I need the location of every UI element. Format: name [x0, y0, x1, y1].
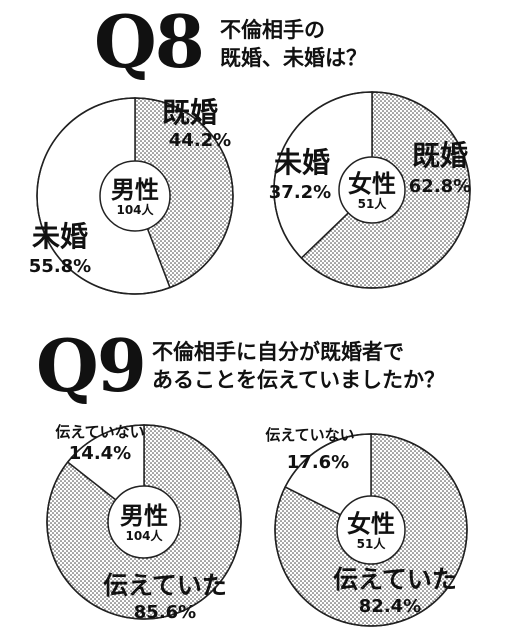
pie-outline — [274, 433, 468, 627]
pie-center-label: 男性 — [111, 176, 159, 204]
slice-percent-label: 37.2% — [269, 182, 331, 203]
pie-center-disc — [336, 495, 406, 565]
q8-question-line2: 既婚、未婚は？ — [220, 46, 367, 70]
slice-percent-label: 17.6% — [287, 452, 349, 473]
slice-category-label: 伝えていない — [55, 423, 144, 441]
slice-category-label: 伝えていた — [103, 571, 227, 600]
pie-outline — [273, 91, 471, 289]
slice-category-label: 伝えていない — [265, 426, 354, 444]
q8-label: Q8 — [94, 0, 205, 84]
q9-question-line1: 不倫相手に自分が既婚者で — [152, 340, 404, 364]
pie-outline — [36, 97, 234, 295]
slice-percent-label: 82.4% — [359, 596, 421, 617]
q9-question-line2: あることを伝えていましたか？ — [152, 368, 445, 392]
q9-label: Q9 — [36, 323, 147, 408]
pie-outline — [46, 424, 242, 620]
slice-percent-label: 14.4% — [69, 443, 131, 464]
slice-category-label: 未婚 — [274, 146, 330, 179]
slice-category-label: 既婚 — [162, 96, 218, 129]
pie-center-label: 女性 — [348, 170, 396, 198]
slice-category-label: 未婚 — [32, 220, 88, 253]
pie-center-label: 男性 — [120, 502, 168, 530]
slice-percent-label: 55.8% — [29, 256, 91, 277]
slice-percent-label: 44.2% — [169, 130, 231, 151]
pie-center-count: 51人 — [357, 536, 387, 551]
pie-center-count: 104人 — [116, 202, 154, 217]
pie-center-disc — [338, 156, 406, 224]
slice-percent-label: 62.8% — [409, 176, 471, 197]
pie-center-count: 104人 — [125, 528, 163, 543]
pie-center-count: 51人 — [358, 196, 388, 211]
q8-question-line1: 不倫相手の — [220, 18, 325, 42]
slice-category-label: 既婚 — [412, 139, 468, 172]
pie-center-disc — [107, 485, 181, 559]
pie-center-label: 女性 — [347, 510, 395, 538]
slice-percent-label: 85.6% — [134, 602, 196, 623]
slice-category-label: 伝えていた — [333, 565, 457, 594]
pie-center-disc — [99, 160, 171, 232]
